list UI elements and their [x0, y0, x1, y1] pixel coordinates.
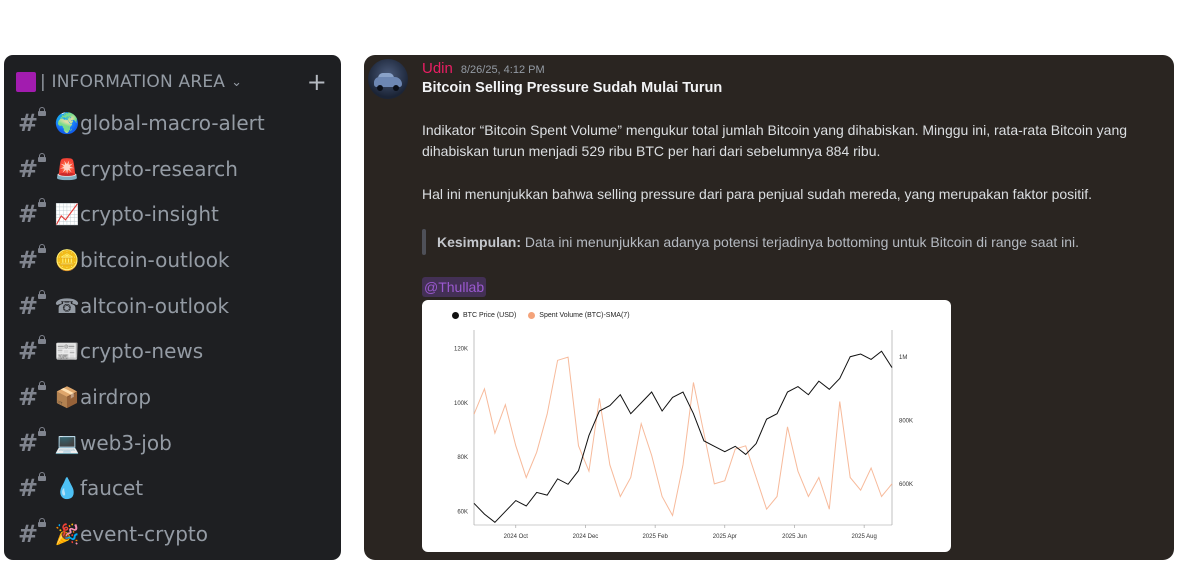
- category-header[interactable]: | INFORMATION AREA ⌄ +: [16, 69, 327, 95]
- legend-label-spent-volume: Spent Volume (BTC)-SMA(7): [539, 312, 630, 319]
- channel-name: global-macro-alert: [80, 110, 265, 135]
- y-left-tick-label: 80K: [457, 455, 468, 461]
- y-right-tick-label: 800K: [899, 419, 913, 425]
- channel-item[interactable]: # 📈 crypto-insight: [4, 191, 341, 237]
- channel-name: airdrop: [80, 384, 152, 409]
- locked-channel-icon: #: [18, 198, 46, 228]
- channel-emoji: ☎: [54, 293, 80, 318]
- series-line-btc-price: [473, 350, 893, 523]
- y-left-tick-label: 60K: [457, 509, 468, 515]
- channel-name: event-crypto: [80, 522, 209, 547]
- add-channel-icon[interactable]: +: [306, 68, 327, 96]
- channel-item[interactable]: # 🪙 bitcoin-outlook: [4, 237, 341, 283]
- channel-name: faucet: [80, 476, 144, 501]
- channel-item[interactable]: # 🎉 event-crypto: [4, 511, 341, 557]
- quote-text: Kesimpulan: Data ini menunjukkan adanya …: [437, 234, 1079, 250]
- y-right-tick-label: 1M: [899, 355, 907, 361]
- message-title: Bitcoin Selling Pressure Sudah Mulai Tur…: [422, 80, 723, 96]
- x-tick-label: 2025 Jun: [782, 534, 807, 540]
- channel-emoji: 💧: [54, 476, 80, 501]
- legend-item-btc-price: BTC Price (USD): [452, 312, 516, 319]
- x-tick-label: 2025 Aug: [851, 534, 876, 540]
- channel-item[interactable]: # 📰 crypto-news: [4, 328, 341, 374]
- channel-emoji: 🚨: [54, 156, 80, 181]
- channel-name: bitcoin-outlook: [80, 247, 230, 272]
- channel-emoji: 💻: [54, 430, 80, 455]
- channel-name: crypto-insight: [80, 202, 219, 227]
- channel-item[interactable]: # ☎ altcoin-outlook: [4, 283, 341, 329]
- quote-label: Kesimpulan:: [437, 234, 522, 250]
- locked-channel-icon: #: [18, 243, 46, 274]
- legend-label-btc-price: BTC Price (USD): [463, 312, 517, 319]
- channel-name: crypto-news: [80, 339, 204, 364]
- channel-item[interactable]: # 💻 web3-job: [4, 420, 341, 466]
- series-line-spent-volume: [473, 356, 893, 517]
- channel-emoji: 📰: [54, 339, 80, 364]
- x-tick-label: 2025 Feb: [642, 534, 668, 540]
- channel-emoji: 🎉: [54, 522, 80, 547]
- channel-item[interactable]: # 🚨 crypto-research: [4, 146, 341, 192]
- chevron-down-icon: ⌄: [231, 74, 243, 90]
- locked-channel-icon: #: [18, 518, 46, 548]
- y-right-tick-label: 600K: [899, 482, 913, 488]
- legend-item-spent-volume: Spent Volume (BTC)-SMA(7): [528, 312, 630, 319]
- x-tick-label: 2024 Dec: [573, 534, 599, 540]
- locked-channel-icon: #: [18, 380, 46, 411]
- message-paragraph-2: Hal ini menunjukkan bahwa selling pressu…: [422, 186, 1093, 202]
- channel-name: crypto-research: [80, 156, 238, 181]
- block-quote: Kesimpulan: Data ini menunjukkan adanya …: [422, 229, 1142, 255]
- message-timestamp: 8/26/25, 4:12 PM: [460, 64, 545, 76]
- chart-plot: 60K 80K 100K 120K 600K 800K 1M 2024 Oct 2024 Dec…: [454, 330, 913, 540]
- chart-image[interactable]: BTC Price (USD) Spent Volume (BTC)-SMA(7…: [422, 300, 951, 552]
- channel-emoji: 🌍: [54, 110, 80, 135]
- y-left-tick-label: 100K: [454, 401, 468, 407]
- channel-sidebar: | INFORMATION AREA ⌄ + # 🌍 global-macro-al…: [4, 55, 341, 560]
- channel-name: altcoin-outlook: [80, 293, 230, 318]
- channel-name: web3-job: [80, 430, 172, 455]
- category-label: | INFORMATION AREA: [40, 72, 226, 92]
- y-left-tick-label: 120K: [454, 347, 468, 353]
- channel-emoji: 📦: [54, 384, 80, 409]
- locked-channel-icon: #: [18, 106, 46, 137]
- x-tick-label: 2024 Oct: [504, 534, 529, 540]
- channel-emoji: 🪙: [54, 247, 80, 272]
- channel-item[interactable]: # 🌍 global-macro-alert: [4, 100, 341, 146]
- locked-channel-icon: #: [18, 426, 46, 457]
- channel-item[interactable]: # 📦 airdrop: [4, 374, 341, 420]
- locked-channel-icon: #: [18, 472, 46, 502]
- locked-channel-icon: #: [18, 335, 46, 365]
- user-mention[interactable]: @Thullab: [422, 277, 487, 297]
- locked-channel-icon: #: [18, 152, 46, 183]
- channel-item[interactable]: # 💧 faucet: [4, 466, 341, 512]
- x-tick-label: 2025 Apr: [713, 534, 737, 540]
- message-paragraph-1: Indikator “Bitcoin Spent Volume” menguku…: [422, 122, 1128, 159]
- locked-channel-icon: #: [18, 289, 46, 320]
- message-header: Udin 8/26/25, 4:12 PM: [422, 60, 545, 77]
- chart-legend: BTC Price (USD) Spent Volume (BTC)-SMA(7…: [452, 312, 642, 319]
- channel-emoji: 📈: [54, 202, 80, 227]
- message-panel: Udin 8/26/25, 4:12 PM Bitcoin Selling Pr…: [364, 55, 1174, 560]
- author-name[interactable]: Udin: [422, 60, 453, 77]
- quote-body: Data ini menunjukkan adanya potensi terj…: [521, 234, 1080, 250]
- avatar[interactable]: [368, 59, 408, 99]
- category-color-square: [16, 72, 36, 92]
- quote-bar: [422, 229, 426, 255]
- channel-list: # 🌍 global-macro-alert # 🚨 crypto-research # 📈 c…: [4, 100, 341, 557]
